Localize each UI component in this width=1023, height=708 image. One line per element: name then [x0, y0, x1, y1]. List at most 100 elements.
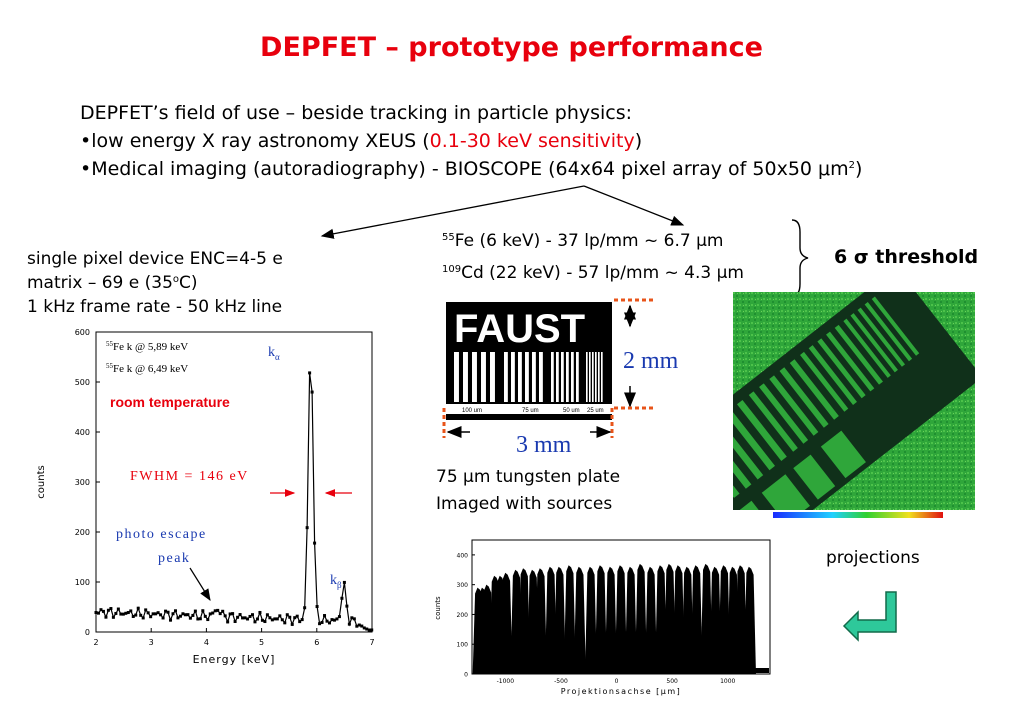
y-tick-label: 200 [457, 612, 469, 619]
y-tick-label: 0 [464, 672, 468, 679]
plate-bar [595, 352, 597, 402]
projection-ylabel: counts [434, 596, 442, 620]
plate-bar [592, 352, 594, 402]
peak-label: peak [158, 551, 190, 566]
image-bar [864, 302, 913, 362]
spectrum-point [313, 541, 317, 545]
bullet2-suffix: ) [855, 158, 863, 180]
spectrum-point [255, 617, 259, 621]
projection-peak [604, 566, 617, 674]
projection-baseline [473, 668, 769, 673]
spectrum-point [290, 622, 294, 626]
spectrum-point [250, 613, 254, 617]
spectrum-point [178, 614, 182, 618]
spectrum-point [320, 620, 324, 624]
image-bar [759, 383, 809, 444]
projection-peak [594, 565, 607, 674]
spectrum-point [280, 618, 284, 622]
spectrum-point [208, 612, 212, 616]
plate-bar [525, 352, 529, 402]
projection-peak [635, 563, 648, 674]
spectrum-point [136, 606, 140, 610]
spectrum-point [186, 613, 190, 617]
spectrum-point [171, 612, 175, 616]
spectrum-point [238, 613, 242, 617]
x-tick-label: 5 [259, 638, 264, 647]
spectrum-point [246, 617, 250, 621]
spectrum-point [325, 619, 329, 623]
matrix-prefix: matrix – 69 e (35 [27, 273, 173, 293]
y-tick-label: 100 [75, 578, 90, 587]
projections-label: projections [826, 548, 920, 568]
energy-spectrum-chart: 0 100 200 300 400 500 600 2 3 4 5 6 7 counts Energy… [36, 328, 375, 666]
spectrum-point [151, 612, 155, 616]
image-bar [789, 359, 839, 420]
spectrum-point [99, 608, 103, 612]
projection-peak [625, 566, 638, 674]
threshold-label: 6 σ threshold [834, 246, 979, 268]
projection-peak [544, 566, 557, 674]
spectrum-point [159, 613, 163, 617]
spectrum-point [285, 613, 289, 617]
spectrum-point [206, 618, 210, 622]
y-tick-label: 400 [457, 552, 469, 559]
image-bar [808, 345, 857, 405]
spectrum-point [96, 611, 100, 615]
legend-fe-ka: 55Fe k @ 5,89 keV [106, 340, 188, 353]
spectrum-point [298, 620, 302, 624]
spectrum-point [236, 615, 240, 619]
spectrum-point [201, 609, 205, 613]
k-alpha-label: kα [268, 345, 280, 362]
projection-peak [553, 566, 566, 674]
spectrum-point [288, 615, 292, 619]
x-tick-label: 3 [149, 638, 154, 647]
plate-bar [586, 352, 588, 402]
frame-rate-line: 1 kHz frame rate - 50 kHz line [27, 297, 283, 317]
spectrum-point [248, 614, 252, 618]
bullet2-sup: 2 [848, 160, 856, 171]
image-bar [779, 367, 829, 428]
bullet-xray-astronomy: •low energy X ray astronomy XEUS (0.1-30… [80, 127, 642, 155]
spectrum-point [109, 607, 113, 611]
spectrum-point [111, 615, 115, 619]
image-bar [857, 307, 906, 367]
spectrum-point [355, 624, 359, 628]
bar-label-75: 75 um [522, 408, 539, 414]
spectrum-point [154, 612, 158, 616]
plate-bar [463, 352, 468, 402]
image-bar [769, 375, 819, 436]
spectrum-point [146, 611, 150, 615]
cd-resolution-text: Cd (22 keV) - 57 lp/mm ~ 4.3 μm [461, 263, 744, 283]
matrix-line: matrix – 69 e (35oC) [27, 271, 198, 295]
spectrum-point [365, 627, 369, 631]
spectrum-point [198, 617, 202, 621]
spectrum-point [129, 609, 133, 613]
plate-bar [490, 352, 495, 402]
spectrum-point [315, 605, 319, 609]
plate-bar [454, 352, 459, 402]
plate-caption-2: Imaged with sources [436, 494, 613, 514]
spectrum-point [196, 617, 200, 621]
projection-peak [690, 565, 703, 674]
spectrum-point [278, 614, 282, 618]
cd-resolution: 109Cd (22 keV) - 57 lp/mm ~ 4.3 μm [442, 261, 744, 285]
spectrum-point [141, 616, 145, 620]
bullet1-suffix: ) [634, 130, 643, 152]
spectrum-point [156, 611, 160, 615]
spectrum-ylabel: counts [36, 465, 47, 498]
sensitivity-highlight: 0.1-30 keV sensitivity [429, 130, 635, 152]
bullet-medical-imaging: •Medical imaging (autoradiography) - BIO… [80, 155, 862, 183]
spectrum-point [323, 614, 327, 618]
projection-chart: 0 100 200 300 400 -1000 -500 0 500 1000 counts P… [434, 539, 771, 696]
green-return-arrow-icon [842, 591, 897, 642]
spectrum-point [300, 618, 304, 622]
plate-bar [601, 352, 603, 402]
spectrum-point [305, 526, 309, 530]
image-bar [871, 296, 920, 356]
y-tick-label: 500 [75, 378, 90, 387]
spectrum-point [94, 611, 98, 615]
fwhm-label: FWHM = 146 eV [130, 469, 249, 484]
projection-peaks [472, 563, 769, 674]
spectrum-point [268, 616, 272, 620]
projection-peak [518, 568, 531, 674]
